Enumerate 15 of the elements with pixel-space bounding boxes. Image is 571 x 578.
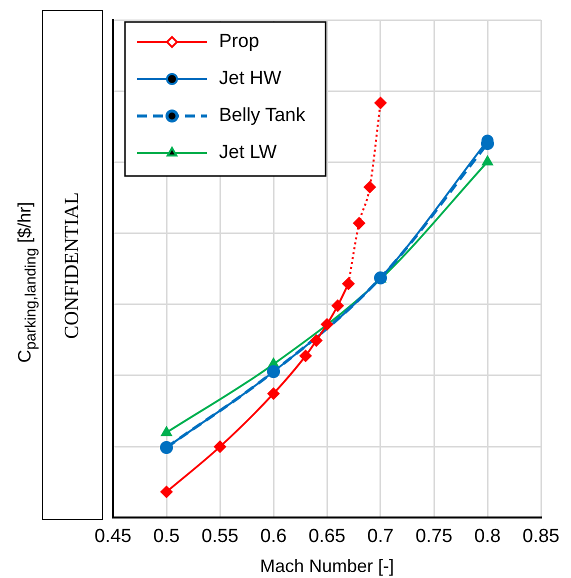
x-tick-label: 0.8 (474, 526, 501, 548)
legend-label: Belly Tank (219, 105, 306, 126)
x-tick-label: 0.75 (416, 526, 452, 548)
x-tick-label: 0.55 (202, 526, 238, 548)
x-tick-label: 0.45 (94, 526, 132, 548)
x-tick-label: 0.65 (308, 526, 346, 548)
text: CONFIDENTIAL (61, 192, 84, 338)
legend-label: Jet LW (219, 142, 277, 164)
x-tick-label: 0.6 (260, 526, 287, 548)
x-tick-label: 0.5 (153, 526, 180, 548)
x-axis-title: Mach Number [-] (260, 556, 394, 576)
x-tick-label: 0.7 (367, 526, 394, 548)
legend-label: Jet HW (219, 68, 282, 90)
x-tick-label: 0.85 (522, 526, 560, 548)
legend-label: Prop (219, 31, 260, 52)
